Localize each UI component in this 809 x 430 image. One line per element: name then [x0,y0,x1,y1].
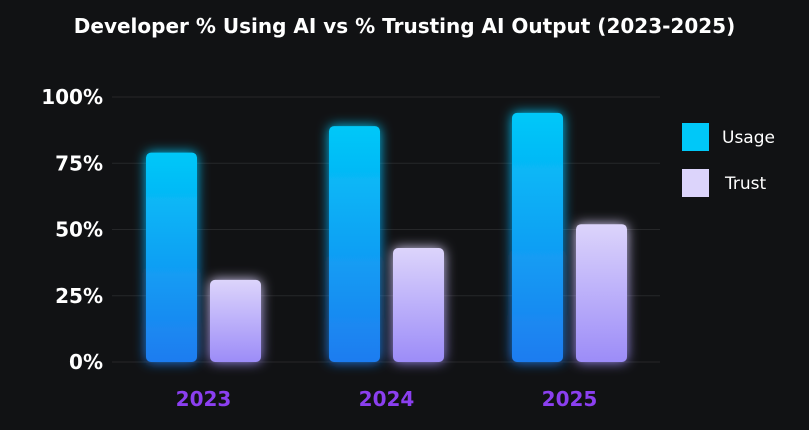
legend-swatch-usage [682,123,709,151]
x-tick-label: 2025 [542,387,598,411]
x-tick-label: 2024 [359,387,415,411]
y-tick-label: 0% [69,350,103,374]
chart-title: Developer % Using AI vs % Trusting AI Ou… [73,14,736,38]
bar-usage-2025 [512,112,563,363]
bar-trust-2025 [576,224,627,362]
y-tick-label: 75% [55,151,103,175]
x-tick-label: 2023 [176,387,232,411]
bar-trust-2024 [393,248,444,362]
bar-usage-2023 [146,152,197,362]
legend-label-usage: Usage [722,128,775,148]
bar-trust-2023 [210,279,261,362]
legend-label-trust: Trust [724,174,767,194]
y-tick-label: 100% [41,85,103,109]
y-tick-label: 25% [55,284,103,308]
legend-swatch-trust [682,169,709,197]
y-tick-label: 50% [55,218,103,242]
bar-usage-2024 [329,126,380,363]
